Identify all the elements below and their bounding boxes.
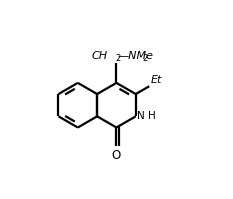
Text: 2: 2 [115, 54, 120, 63]
Text: 2: 2 [143, 54, 148, 63]
Text: —NMe: —NMe [118, 51, 154, 61]
Text: N H: N H [137, 111, 156, 121]
Text: Et: Et [151, 75, 162, 85]
Text: O: O [112, 149, 121, 162]
Text: CH: CH [91, 51, 107, 61]
